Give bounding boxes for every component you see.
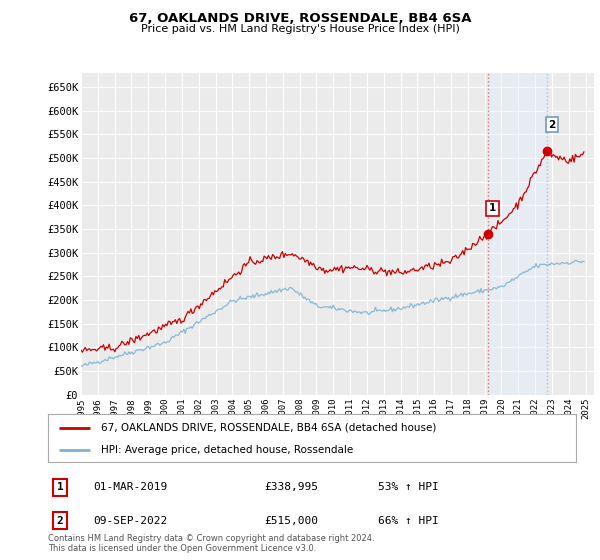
Text: £338,995: £338,995	[264, 482, 318, 492]
Text: 1: 1	[489, 203, 496, 213]
Text: 1: 1	[56, 482, 64, 492]
Text: Contains HM Land Registry data © Crown copyright and database right 2024.
This d: Contains HM Land Registry data © Crown c…	[48, 534, 374, 553]
Text: £515,000: £515,000	[264, 516, 318, 526]
Text: 67, OAKLANDS DRIVE, ROSSENDALE, BB4 6SA: 67, OAKLANDS DRIVE, ROSSENDALE, BB4 6SA	[129, 12, 471, 25]
Text: 09-SEP-2022: 09-SEP-2022	[93, 516, 167, 526]
Text: 53% ↑ HPI: 53% ↑ HPI	[378, 482, 439, 492]
Text: 2: 2	[548, 120, 556, 130]
Text: 01-MAR-2019: 01-MAR-2019	[93, 482, 167, 492]
Text: 2: 2	[56, 516, 64, 526]
Bar	[488, 73, 547, 395]
Text: HPI: Average price, detached house, Rossendale: HPI: Average price, detached house, Ross…	[101, 445, 353, 455]
Text: Price paid vs. HM Land Registry's House Price Index (HPI): Price paid vs. HM Land Registry's House …	[140, 24, 460, 34]
Text: 67, OAKLANDS DRIVE, ROSSENDALE, BB4 6SA (detached house): 67, OAKLANDS DRIVE, ROSSENDALE, BB4 6SA …	[101, 423, 436, 433]
Text: 66% ↑ HPI: 66% ↑ HPI	[378, 516, 439, 526]
